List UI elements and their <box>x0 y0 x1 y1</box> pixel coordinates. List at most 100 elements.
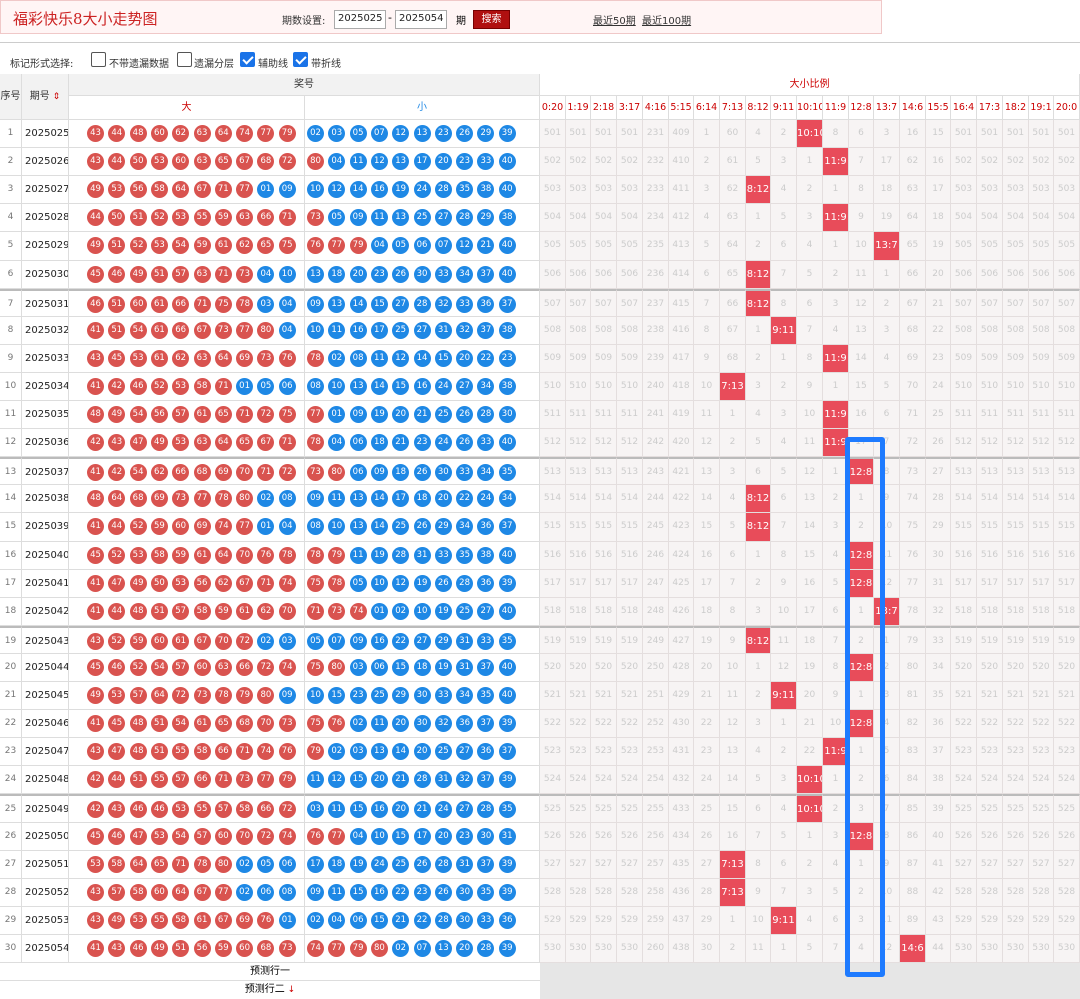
ball: 11 <box>370 715 388 732</box>
ball: 65 <box>257 237 275 254</box>
omission-cell: 508 <box>540 317 566 345</box>
ball: 48 <box>129 743 147 760</box>
ball: 72 <box>236 633 254 650</box>
ball: 52 <box>108 633 126 650</box>
checkbox-no-omission[interactable] <box>91 52 106 67</box>
omission-cell: 505 <box>951 232 977 261</box>
omission-cell: 506 <box>1054 261 1080 289</box>
ball: 04 <box>328 153 346 170</box>
omission-cell: 509 <box>977 345 1003 373</box>
ball: 40 <box>498 237 516 254</box>
ball: 67 <box>214 912 232 929</box>
ball: 51 <box>150 603 168 620</box>
omission-cell: 523 <box>566 738 591 766</box>
ball: 33 <box>477 912 495 929</box>
omission-cell: 502 <box>540 148 566 176</box>
ball: 04 <box>328 434 346 451</box>
sort-icon[interactable]: ⇕ <box>49 92 61 102</box>
omission-cell: 505 <box>540 232 566 261</box>
ball: 29 <box>477 125 495 142</box>
omission-cell: 512 <box>1003 429 1029 457</box>
omission-cell: 510 <box>977 373 1003 401</box>
omission-cell: 511 <box>1054 401 1080 429</box>
omission-cell: 530 <box>566 935 591 963</box>
omission-cell: 525 <box>617 794 643 823</box>
omission-cell: 518 <box>566 598 591 626</box>
checkbox-polyline[interactable] <box>293 52 308 67</box>
ball: 49 <box>87 181 104 198</box>
omission-cell: 7 <box>797 317 823 345</box>
omission-cell: 37 <box>926 738 951 766</box>
period-to-input[interactable]: 2025054 <box>395 10 447 29</box>
omission-cell: 63 <box>900 176 926 204</box>
omission-cell: 8 <box>771 542 797 570</box>
omission-cell: 2 <box>797 176 823 204</box>
omission-cell: 410 <box>669 148 694 176</box>
small-balls: 02 03 05 07 12 13 23 26 29 39 <box>305 120 540 148</box>
omission-cell: 519 <box>1029 626 1054 654</box>
omission-cell: 504 <box>566 204 591 232</box>
omission-cell: 63 <box>720 204 746 232</box>
ball: 58 <box>150 181 168 198</box>
ball: 78 <box>328 575 346 592</box>
ball: 80 <box>257 687 275 704</box>
omission-cell: 8 <box>823 120 849 148</box>
ball: 72 <box>257 406 275 423</box>
search-button[interactable]: 搜索 <box>473 10 510 29</box>
last-100-link[interactable]: 最近100期 <box>642 16 692 27</box>
ball: 43 <box>87 633 104 650</box>
ball: 06 <box>413 237 431 254</box>
omission-cell: 508 <box>951 317 977 345</box>
ball: 02 <box>236 856 254 873</box>
ball: 71 <box>278 434 296 451</box>
omission-cell: 17 <box>926 176 951 204</box>
period-cell: 2025032 <box>22 317 69 345</box>
ball: 33 <box>456 296 474 313</box>
ball: 23 <box>413 434 431 451</box>
omission-cell: 514 <box>591 485 617 513</box>
omission-cell: 5 <box>874 738 900 766</box>
omission-cell: 521 <box>1054 682 1080 710</box>
ball: 57 <box>172 603 190 620</box>
omission-cell: 10 <box>694 373 720 401</box>
omission-cell: 521 <box>951 682 977 710</box>
omission-cell: 520 <box>617 654 643 682</box>
period-cell: 2025033 <box>22 345 69 373</box>
ball: 22 <box>392 633 410 650</box>
ball: 37 <box>477 322 495 339</box>
ball: 18 <box>392 464 410 481</box>
ball: 63 <box>193 153 211 170</box>
omission-cell: 516 <box>591 542 617 570</box>
ball: 76 <box>328 715 346 732</box>
omission-cell: 511 <box>540 401 566 429</box>
omission-cell: 526 <box>540 823 566 851</box>
last-50-link[interactable]: 最近50期 <box>593 16 636 27</box>
omission-cell: 4 <box>746 401 771 429</box>
omission-cell: 438 <box>669 935 694 963</box>
checkbox-omission-layer[interactable] <box>177 52 192 67</box>
ball: 01 <box>257 518 275 535</box>
omission-cell: 526 <box>1029 823 1054 851</box>
ball: 28 <box>477 801 495 818</box>
omission-cell: 72 <box>900 429 926 457</box>
ball: 20 <box>434 153 452 170</box>
row-number: 19 <box>0 626 22 654</box>
omission-cell: 1 <box>797 148 823 176</box>
header-period[interactable]: 期号 ⇕ <box>22 74 69 120</box>
checkbox-guide-line[interactable] <box>240 52 255 67</box>
ball: 33 <box>477 153 495 170</box>
omission-cell: 237 <box>643 289 669 317</box>
omission-cell: 242 <box>643 429 669 457</box>
ball: 40 <box>498 603 516 620</box>
omission-cell: 1 <box>849 738 874 766</box>
omission-cell: 77 <box>900 570 926 598</box>
ball: 58 <box>193 603 211 620</box>
omission-cell: 512 <box>566 429 591 457</box>
ball: 10 <box>307 687 324 704</box>
period-from-input[interactable]: 2025025 <box>334 10 386 29</box>
ratio-hit-cell: 11:9 <box>823 738 849 766</box>
omission-cell: 434 <box>669 823 694 851</box>
ball: 45 <box>108 350 126 367</box>
omission-cell: 525 <box>1003 794 1029 823</box>
omission-cell: 28 <box>694 879 720 907</box>
